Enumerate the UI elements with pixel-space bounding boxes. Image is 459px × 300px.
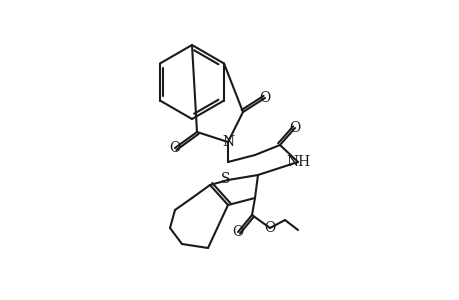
Text: N: N	[221, 135, 234, 149]
Text: O: O	[264, 221, 275, 235]
Text: O: O	[289, 121, 300, 135]
Text: NH: NH	[285, 155, 309, 169]
Text: S: S	[221, 172, 230, 186]
Text: O: O	[232, 225, 243, 239]
Text: O: O	[259, 91, 270, 105]
Text: O: O	[169, 141, 180, 155]
